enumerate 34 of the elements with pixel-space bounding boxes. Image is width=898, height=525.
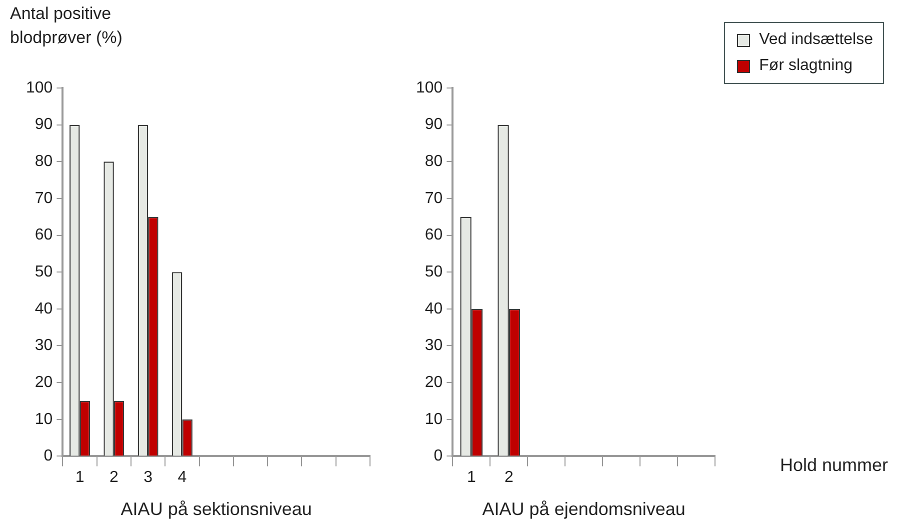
x-tick-label: 2 xyxy=(109,469,118,486)
y-tick-label: 80 xyxy=(34,153,53,170)
y-tick-label: 80 xyxy=(424,153,443,170)
y-tick-label: 0 xyxy=(434,448,443,465)
y-tick-label: 10 xyxy=(424,410,443,428)
y-tick-label: 50 xyxy=(424,264,443,281)
y-tick-label: 60 xyxy=(34,226,53,244)
y-tick-label: 90 xyxy=(34,116,53,134)
x-tick-label: 2 xyxy=(504,469,514,486)
legend-label: Ved indsættelse xyxy=(759,31,873,49)
y-tick-label: 20 xyxy=(34,374,53,391)
y-tick-label: 0 xyxy=(44,448,53,465)
y-axis-title: Antal positive blodprøver (%) xyxy=(10,3,124,49)
y-tick-label: 40 xyxy=(424,300,443,318)
y-tick-label: 90 xyxy=(424,116,443,134)
x-tick-label: 1 xyxy=(466,469,476,486)
y-tick-label: 100 xyxy=(26,79,53,96)
y-tick-label: 60 xyxy=(424,226,443,244)
x-axis-title: AIAU på sektionsniveau xyxy=(120,499,312,520)
y-tick-label: 100 xyxy=(416,79,443,96)
y-tick-label: 70 xyxy=(34,190,53,207)
y-tick-label: 50 xyxy=(34,264,53,281)
x-tick-label: 4 xyxy=(178,469,187,486)
y-tick-label: 30 xyxy=(34,337,53,354)
text: Hold nummer xyxy=(780,455,888,476)
x-tick-label: 1 xyxy=(75,469,84,486)
x-axis-title: AIAU på ejendomsniveau xyxy=(482,499,686,520)
y-tick-label: 70 xyxy=(424,190,443,207)
y-tick-label: 10 xyxy=(34,410,53,428)
x-tick-label: 3 xyxy=(144,469,153,486)
y-tick-label: 20 xyxy=(424,374,443,391)
y-tick-label: 40 xyxy=(34,300,53,318)
legend-label: Før slagtning xyxy=(759,57,853,75)
y-tick-label: 30 xyxy=(424,337,443,354)
